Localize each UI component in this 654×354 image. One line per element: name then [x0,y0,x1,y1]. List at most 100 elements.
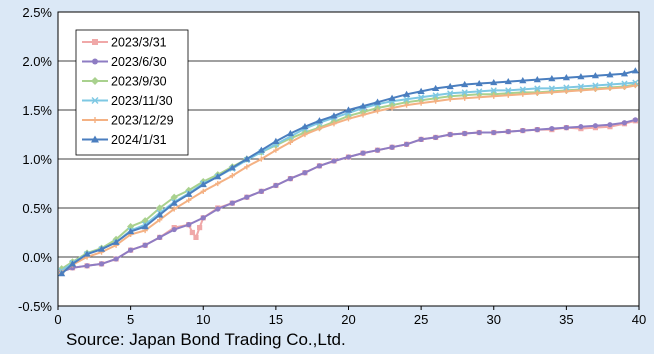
data-point [432,84,440,92]
data-point [403,98,411,106]
data-point [404,102,410,108]
data-point [418,136,424,142]
data-point [58,270,66,277]
data-point [519,86,526,93]
data-point [360,112,366,118]
data-point [97,245,106,252]
data-point [520,127,526,134]
data-point [200,188,206,194]
y-tick-label: 2.0% [22,54,52,69]
data-point [228,164,236,171]
data-point [447,96,453,102]
data-point [286,134,294,143]
data-point [315,117,324,124]
data-point [156,211,164,218]
data-point [193,234,199,240]
x-tick-label: 35 [559,312,573,327]
data-point [491,93,497,99]
data-point [404,141,410,147]
data-point [344,106,353,113]
data-point [592,86,599,93]
data-point [548,85,555,92]
legend-item: 2023/6/30 [82,55,167,69]
data-point [577,83,584,90]
data-point [403,90,411,97]
data-point [621,84,628,91]
data-point [592,123,599,129]
data-point [631,67,639,74]
data-point [447,90,454,97]
data-point [606,71,614,78]
data-point [91,97,99,104]
data-point [186,222,192,228]
data-point [505,92,511,98]
data-point [534,90,540,96]
data-point [258,156,264,162]
data-point [345,154,352,160]
data-point [490,78,498,86]
y-tick-label: 1.5% [22,103,52,118]
data-point [359,108,367,116]
data-point [171,206,177,212]
data-point [112,238,120,245]
data-point [475,79,483,87]
data-point [113,256,119,262]
data-point [505,87,512,94]
data-point [272,137,280,144]
data-point [505,128,511,135]
legend-box [75,29,189,156]
y-tick-label: 1.0% [22,152,52,167]
data-point [171,226,177,233]
data-point [331,158,337,164]
data-point [432,92,439,99]
data-point [84,263,90,269]
data-point [461,89,468,96]
data-point [215,206,221,212]
data-point [621,120,628,126]
data-point [418,100,424,106]
data-point [91,135,99,143]
data-point [286,129,294,137]
data-point [632,79,639,86]
data-point [316,163,323,169]
data-point [461,80,469,88]
data-point [476,88,483,95]
data-point [607,85,613,92]
data-point [316,126,323,132]
data-point [229,173,235,179]
data-point [606,81,614,88]
data-point [189,229,195,236]
data-point [519,77,527,84]
legend-label: 2023/3/31 [111,36,167,50]
data-point [389,105,395,111]
data-point [462,130,468,137]
data-point [215,180,221,187]
data-point [504,77,512,85]
data-point [200,215,206,221]
data-point [578,124,584,130]
data-point [287,176,293,182]
data-point [83,250,91,257]
data-point [92,117,98,123]
data-point [632,117,638,123]
data-point [92,39,98,45]
data-point [433,98,439,104]
data-point [68,260,77,267]
data-point [577,73,585,80]
data-point [563,125,569,131]
data-point [345,116,352,122]
data-point [244,194,250,200]
legend-item: 2023/12/29 [82,114,174,128]
data-point [214,173,222,180]
data-point [331,121,337,127]
legend-label: 2024/1/31 [111,133,167,147]
data-point [607,122,613,128]
data-point [302,170,308,176]
data-point [359,102,367,109]
data-point [403,96,410,103]
legend-label: 2023/11/30 [111,94,173,108]
data-point [417,87,425,94]
data-point [157,217,163,223]
